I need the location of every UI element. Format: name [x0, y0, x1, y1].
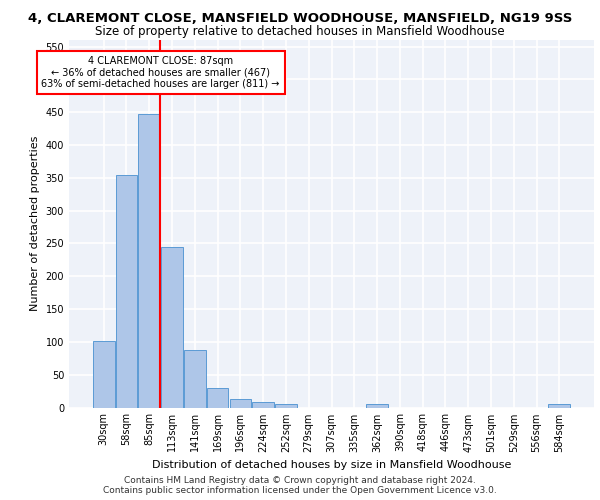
Bar	[366, 404, 388, 407]
X-axis label: Distribution of detached houses by size in Mansfield Woodhouse: Distribution of detached houses by size …	[152, 460, 511, 470]
Bar	[139, 114, 160, 408]
Bar	[253, 402, 274, 407]
Text: Size of property relative to detached houses in Mansfield Woodhouse: Size of property relative to detached ho…	[95, 25, 505, 38]
Bar	[93, 340, 115, 407]
Bar	[275, 404, 297, 407]
Y-axis label: Number of detached properties: Number of detached properties	[30, 136, 40, 312]
Text: Contains HM Land Registry data © Crown copyright and database right 2024.
Contai: Contains HM Land Registry data © Crown c…	[103, 476, 497, 495]
Bar	[184, 350, 206, 408]
Bar	[230, 399, 251, 407]
Bar	[116, 174, 137, 408]
Text: 4 CLAREMONT CLOSE: 87sqm
← 36% of detached houses are smaller (467)
63% of semi-: 4 CLAREMONT CLOSE: 87sqm ← 36% of detach…	[41, 56, 280, 90]
Bar	[207, 388, 229, 407]
Bar	[548, 404, 570, 407]
Bar	[161, 246, 183, 408]
Text: 4, CLAREMONT CLOSE, MANSFIELD WOODHOUSE, MANSFIELD, NG19 9SS: 4, CLAREMONT CLOSE, MANSFIELD WOODHOUSE,…	[28, 12, 572, 26]
